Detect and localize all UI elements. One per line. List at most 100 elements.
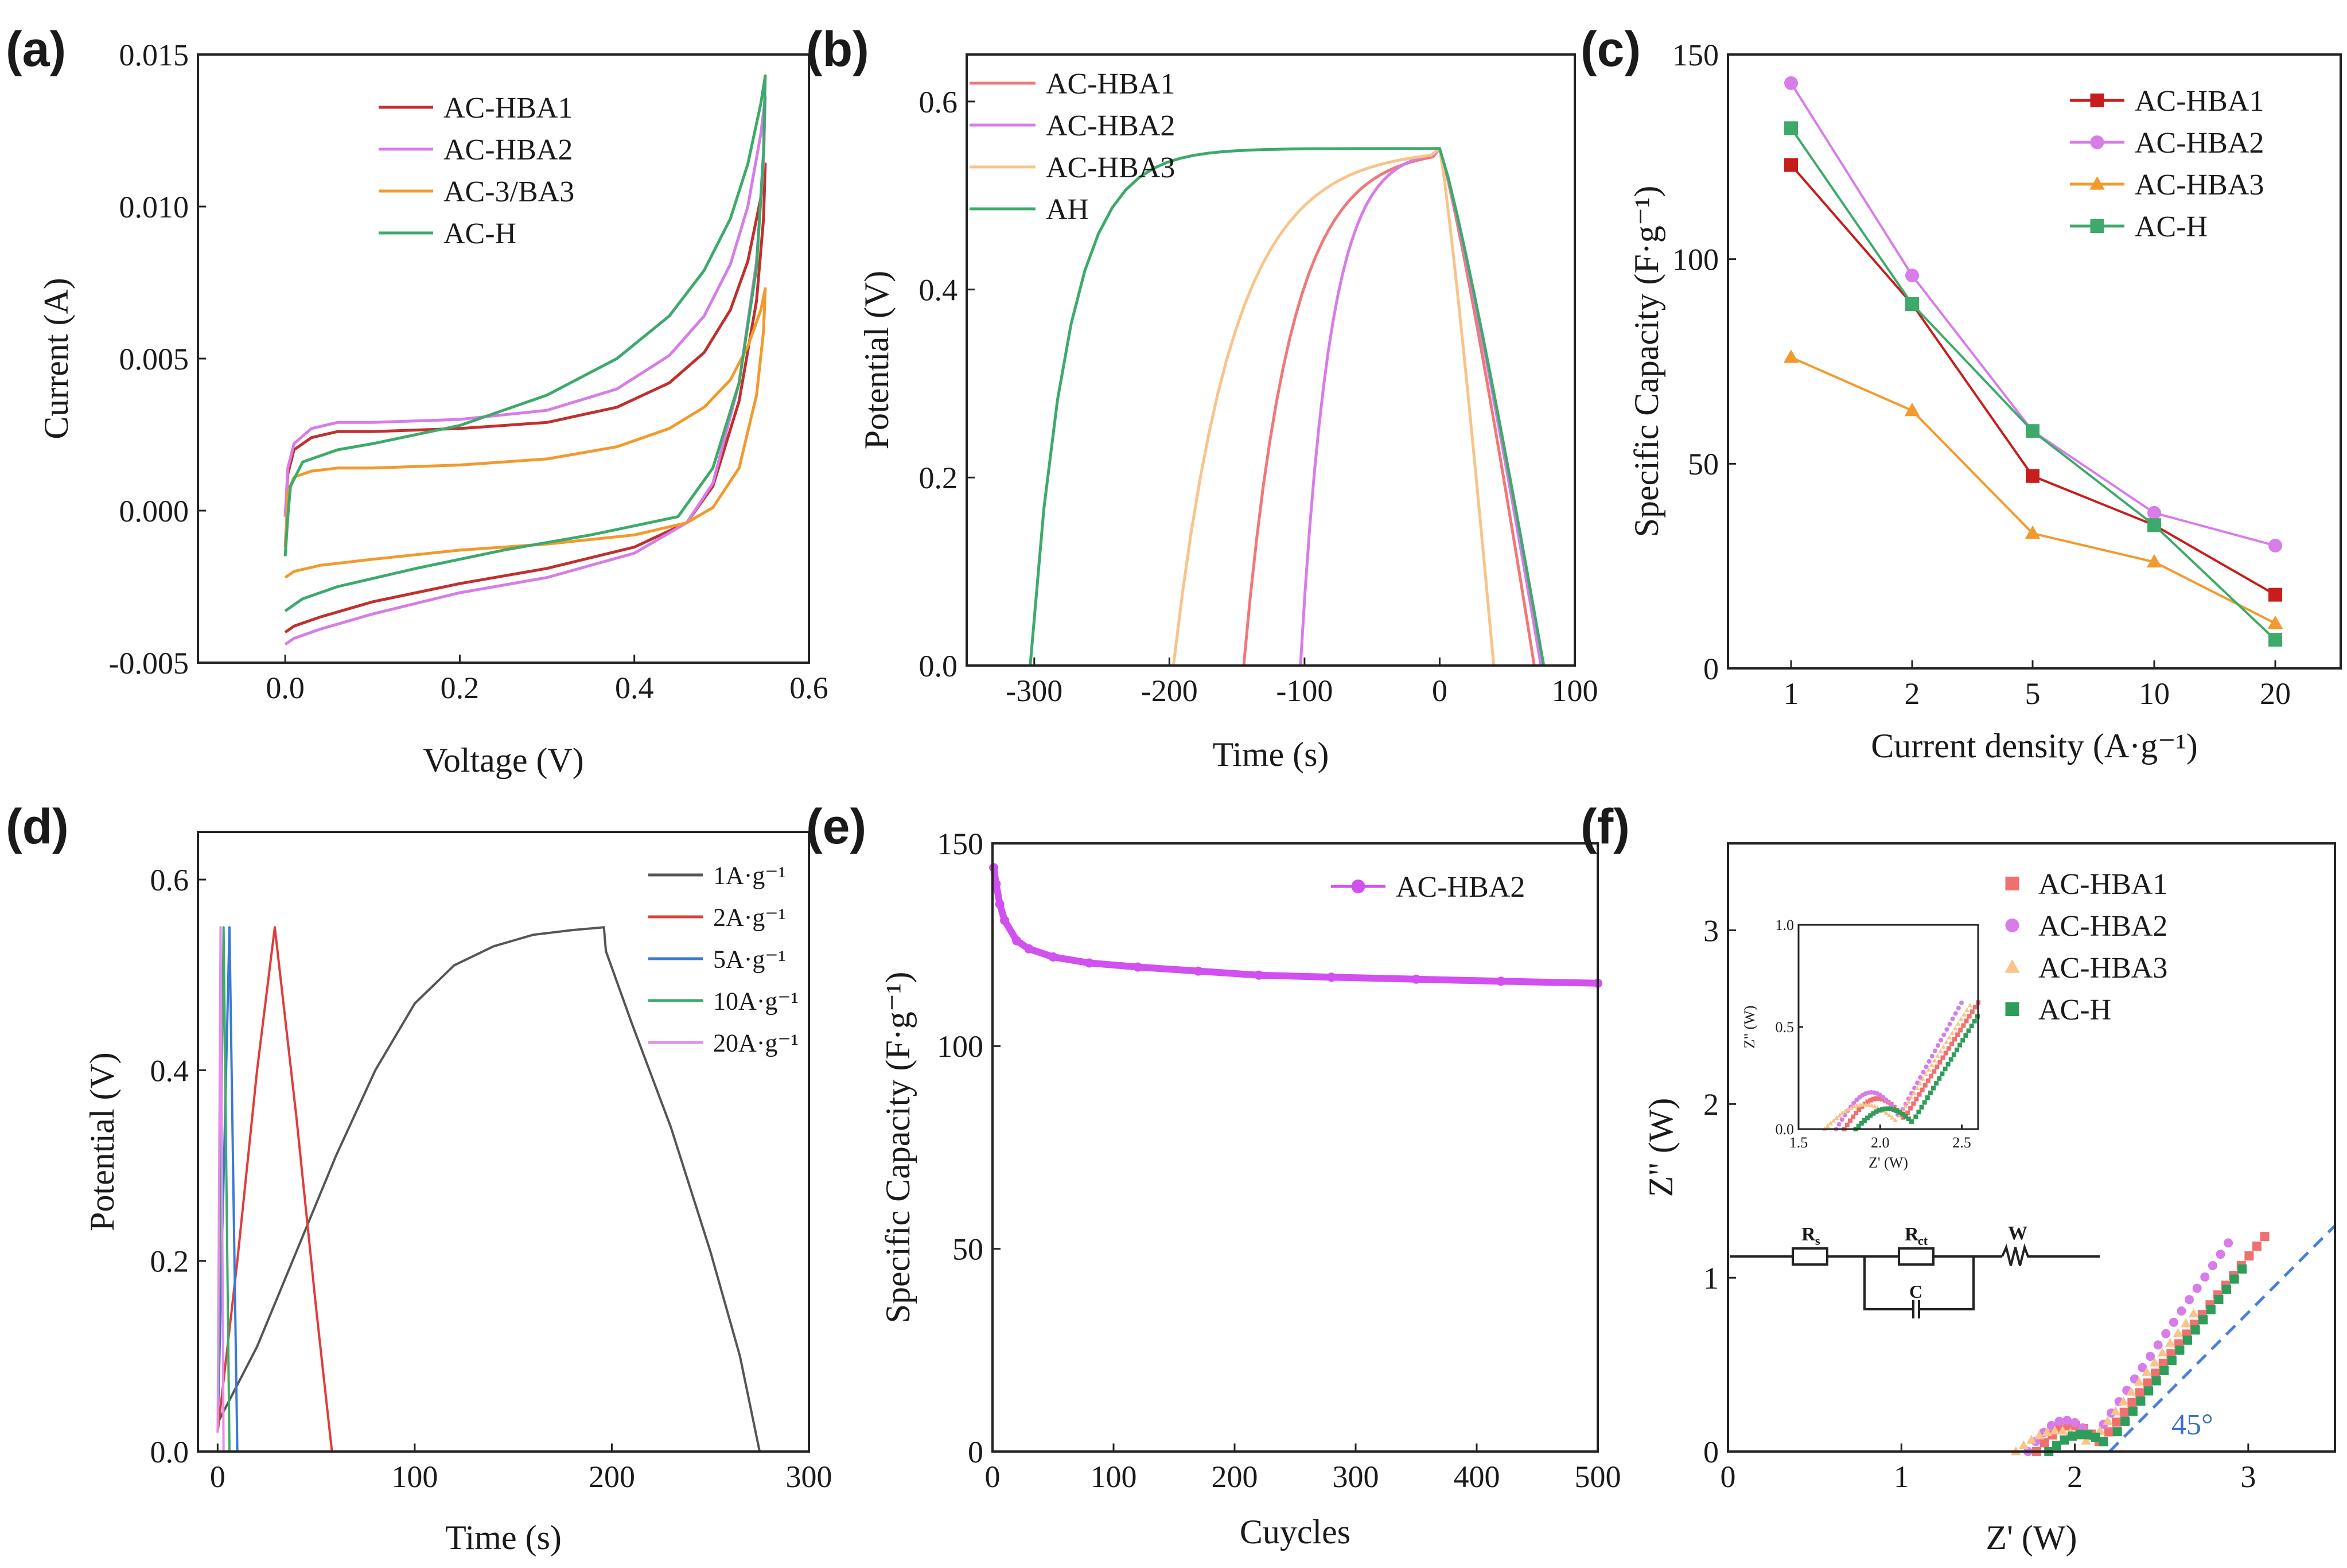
eis-point-4 (2190, 1325, 2200, 1335)
eis-point-3 (2026, 1434, 2037, 1444)
inset-point-2 (1883, 1097, 1889, 1102)
cycling-point (1254, 970, 1264, 980)
eis-point-2 (2169, 1317, 2178, 1327)
inset-point-3 (1917, 1081, 1923, 1085)
inset-point-3 (1929, 1063, 1935, 1067)
eis-point-1 (2143, 1378, 2153, 1388)
slope-guide-line (2108, 1224, 2336, 1453)
x-tick-label: 0 (1432, 674, 1447, 708)
cycling-point (1024, 944, 1034, 954)
y-tick-label: -0.005 (109, 646, 189, 680)
x-tick-label: 0.0 (266, 671, 305, 705)
rate-line-4 (1790, 127, 2276, 641)
eis-point-2 (2192, 1283, 2202, 1293)
cycling-point (1084, 958, 1094, 968)
eis-point-4 (2144, 1386, 2154, 1396)
inset-point-4 (1937, 1076, 1942, 1081)
y-tick-label: 3 (1703, 913, 1719, 948)
inset-point-4 (1969, 1024, 1974, 1029)
x-tick-label: 0.2 (441, 671, 480, 705)
x-tick-label: 2 (2067, 1460, 2083, 1494)
eis-point-2 (2185, 1295, 2194, 1305)
inset-point-3 (1967, 1002, 1973, 1007)
x-tick-label: 10 (2139, 676, 2170, 711)
rate-point (2147, 518, 2161, 532)
inset-point-3 (1932, 1057, 1937, 1063)
inset-background (1799, 925, 1978, 1129)
panel-label: (c) (1581, 22, 1641, 77)
circuit-wires (1730, 1255, 2100, 1310)
inset-point-2 (1950, 1016, 1955, 1021)
eis-point-2 (2208, 1260, 2217, 1270)
eis-point-3 (2165, 1337, 2175, 1347)
eis-point-3 (2103, 1416, 2113, 1425)
x-tick-label: -300 (1006, 674, 1062, 708)
cycling-point (995, 900, 1005, 909)
eis-point-4 (2183, 1335, 2193, 1345)
x-tick-label: 0 (985, 1460, 1001, 1494)
x-tick-label: 100 (391, 1460, 438, 1494)
panel-label: (d) (6, 799, 69, 854)
x-tick-label: 5 (2025, 676, 2041, 711)
inset-point-2 (1921, 1069, 1926, 1075)
panel-c: (c) 1 2 5 10 20 0 50 100 150 Current density (A·g⁻… (1581, 22, 2342, 765)
inset-point-3 (1938, 1048, 1943, 1053)
cycling-point (1000, 916, 1010, 925)
panel-label: (a) (6, 22, 66, 77)
cycling-point (1193, 966, 1203, 976)
legend-marker (2005, 919, 2019, 932)
inset-point-3 (1905, 1099, 1911, 1104)
inset-point-3 (1902, 1104, 1908, 1108)
rs-subscript: s (1815, 1234, 1820, 1248)
panel-b: (b) -300 -200 -100 0 100 0.0 0.2 0.4 0.6 Time (s) P… (806, 22, 1598, 773)
legend-marker (1351, 880, 1365, 893)
capacitor (1912, 1300, 1920, 1318)
x-tick-label: 300 (1333, 1460, 1379, 1494)
inset-point-4 (1963, 1033, 1968, 1038)
inset-point-1 (1871, 1096, 1876, 1102)
rate-gcd-curve-5 (216, 926, 225, 1452)
x-tick-label: 200 (589, 1460, 635, 1494)
inset-point-2 (1918, 1075, 1923, 1080)
inset-point-3 (1947, 1034, 1952, 1040)
rate-point (1784, 121, 1798, 135)
legend-marker (2005, 959, 2020, 973)
c-label: C (1909, 1281, 1922, 1302)
legend-label: AC-3/BA3 (443, 176, 574, 208)
x-tick-label: 100 (1552, 674, 1598, 708)
plot-frame (1727, 53, 2342, 670)
x-tick-label: 100 (1091, 1460, 1137, 1494)
inset-point-1 (1911, 1101, 1916, 1106)
inset-point-3 (1828, 1120, 1834, 1126)
x-axis-label: Time (s) (445, 1519, 562, 1557)
inset-point-3 (1883, 1110, 1889, 1115)
eis-point-4 (2060, 1435, 2069, 1445)
eis-point-4 (2229, 1274, 2239, 1284)
legend-label: AC-HBA3 (2038, 952, 2167, 985)
inset-point-1 (1937, 1060, 1943, 1065)
rct-subscript: ct (1918, 1234, 1928, 1248)
inset-point-2 (1932, 1048, 1937, 1053)
inset-point-1 (1854, 1111, 1859, 1116)
inset-point-2 (1926, 1059, 1932, 1064)
eis-point-3 (2042, 1427, 2053, 1437)
x-tick-label: 3 (2240, 1460, 2256, 1494)
plot-frame (1727, 842, 2336, 1453)
cycling-point (1133, 962, 1143, 972)
inset-point-3 (1872, 1103, 1877, 1108)
inset-point-1 (1917, 1092, 1922, 1097)
inset-point-1 (1935, 1064, 1940, 1069)
x-tick-label: 2.0 (1871, 1134, 1890, 1151)
rct-label: R (1905, 1224, 1919, 1245)
y-tick-label: 0.0 (919, 649, 958, 683)
eis-point-4 (2083, 1430, 2093, 1439)
cycling-point (1012, 936, 1022, 946)
eis-point-4 (2198, 1315, 2208, 1325)
x-tick-label: 0 (1721, 1460, 1736, 1494)
inset-point-2 (1854, 1098, 1859, 1103)
inset-point-2 (1944, 1027, 1949, 1032)
y-tick-label: 0.0 (1776, 1121, 1795, 1138)
slope-annotation: 45° (2171, 1409, 2213, 1441)
y-tick-label: 0.000 (119, 494, 189, 528)
inset-point-2 (1953, 1011, 1958, 1016)
